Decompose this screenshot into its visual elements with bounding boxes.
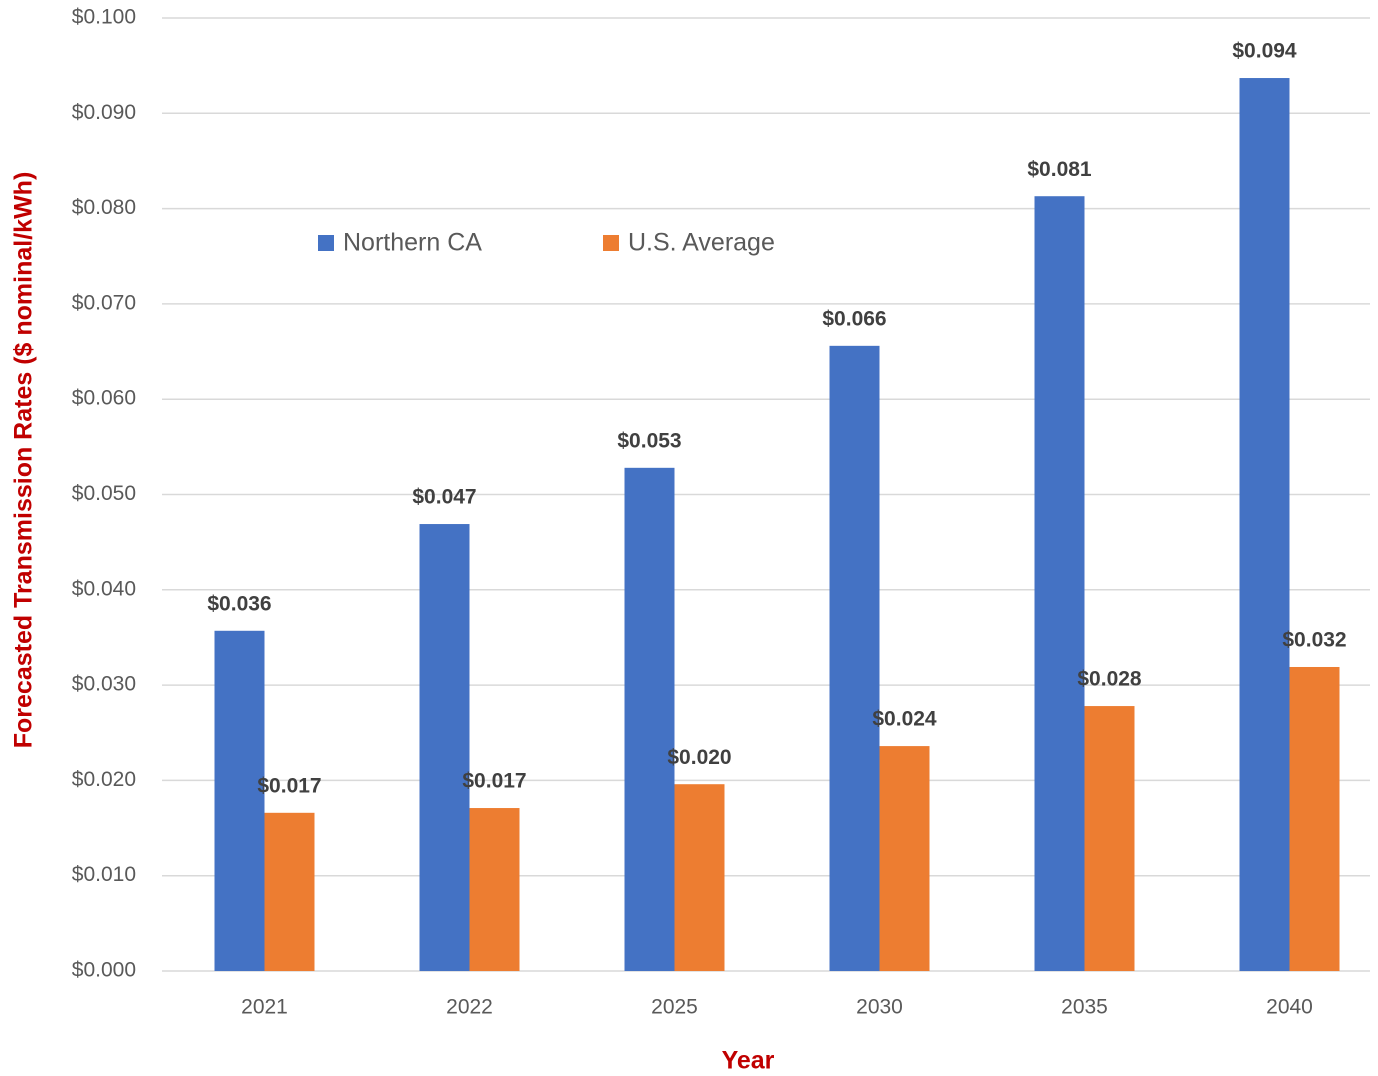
data-label: $0.028 — [1077, 668, 1142, 691]
bar — [1239, 78, 1290, 971]
x-tick-label: 2035 — [1061, 996, 1108, 1019]
x-tick-label: 2030 — [856, 996, 903, 1019]
y-tick-label: $0.060 — [72, 387, 136, 410]
bar — [1289, 666, 1340, 971]
data-label: $0.094 — [1232, 40, 1297, 63]
y-axis-title: Forecasted Transmission Rates ($ nominal… — [10, 172, 38, 749]
bar — [214, 630, 265, 971]
x-tick-label: 2022 — [446, 996, 493, 1019]
y-tick-label: $0.000 — [72, 959, 136, 982]
data-label: $0.017 — [257, 774, 321, 797]
data-label: $0.036 — [207, 592, 271, 615]
data-label: $0.020 — [667, 746, 731, 769]
x-axis-title: Year — [722, 1047, 775, 1075]
y-tick-label: $0.070 — [72, 291, 136, 314]
data-label: $0.017 — [462, 770, 526, 793]
data-label: $0.024 — [872, 708, 937, 731]
x-tick-label: 2025 — [651, 996, 698, 1019]
bar — [624, 467, 675, 971]
legend-label: U.S. Average — [628, 229, 775, 257]
legend-swatch — [603, 235, 619, 251]
bar — [264, 812, 315, 971]
y-tick-label: $0.040 — [72, 577, 136, 600]
data-label: $0.032 — [1282, 629, 1346, 652]
y-tick-label: $0.100 — [72, 6, 136, 29]
y-tick-label: $0.050 — [72, 482, 136, 505]
y-tick-label: $0.080 — [72, 196, 136, 219]
y-tick-label: $0.030 — [72, 673, 136, 696]
x-tick-label: 2040 — [1266, 996, 1313, 1019]
y-tick-label: $0.010 — [72, 863, 136, 886]
legend-label: Northern CA — [343, 229, 482, 257]
y-tick-label: $0.020 — [72, 768, 136, 791]
bar — [469, 808, 520, 971]
bar — [419, 524, 470, 971]
x-tick-label: 2021 — [241, 996, 288, 1019]
legend-swatch — [318, 235, 334, 251]
bar — [1034, 196, 1085, 971]
data-label: $0.053 — [617, 429, 681, 452]
data-label: $0.047 — [412, 486, 476, 509]
data-label: $0.066 — [822, 307, 886, 330]
bar — [1084, 706, 1135, 971]
y-tick-label: $0.090 — [72, 101, 136, 124]
bar — [674, 784, 725, 971]
bar — [879, 746, 930, 971]
data-label: $0.081 — [1027, 158, 1092, 181]
bar — [829, 345, 880, 971]
